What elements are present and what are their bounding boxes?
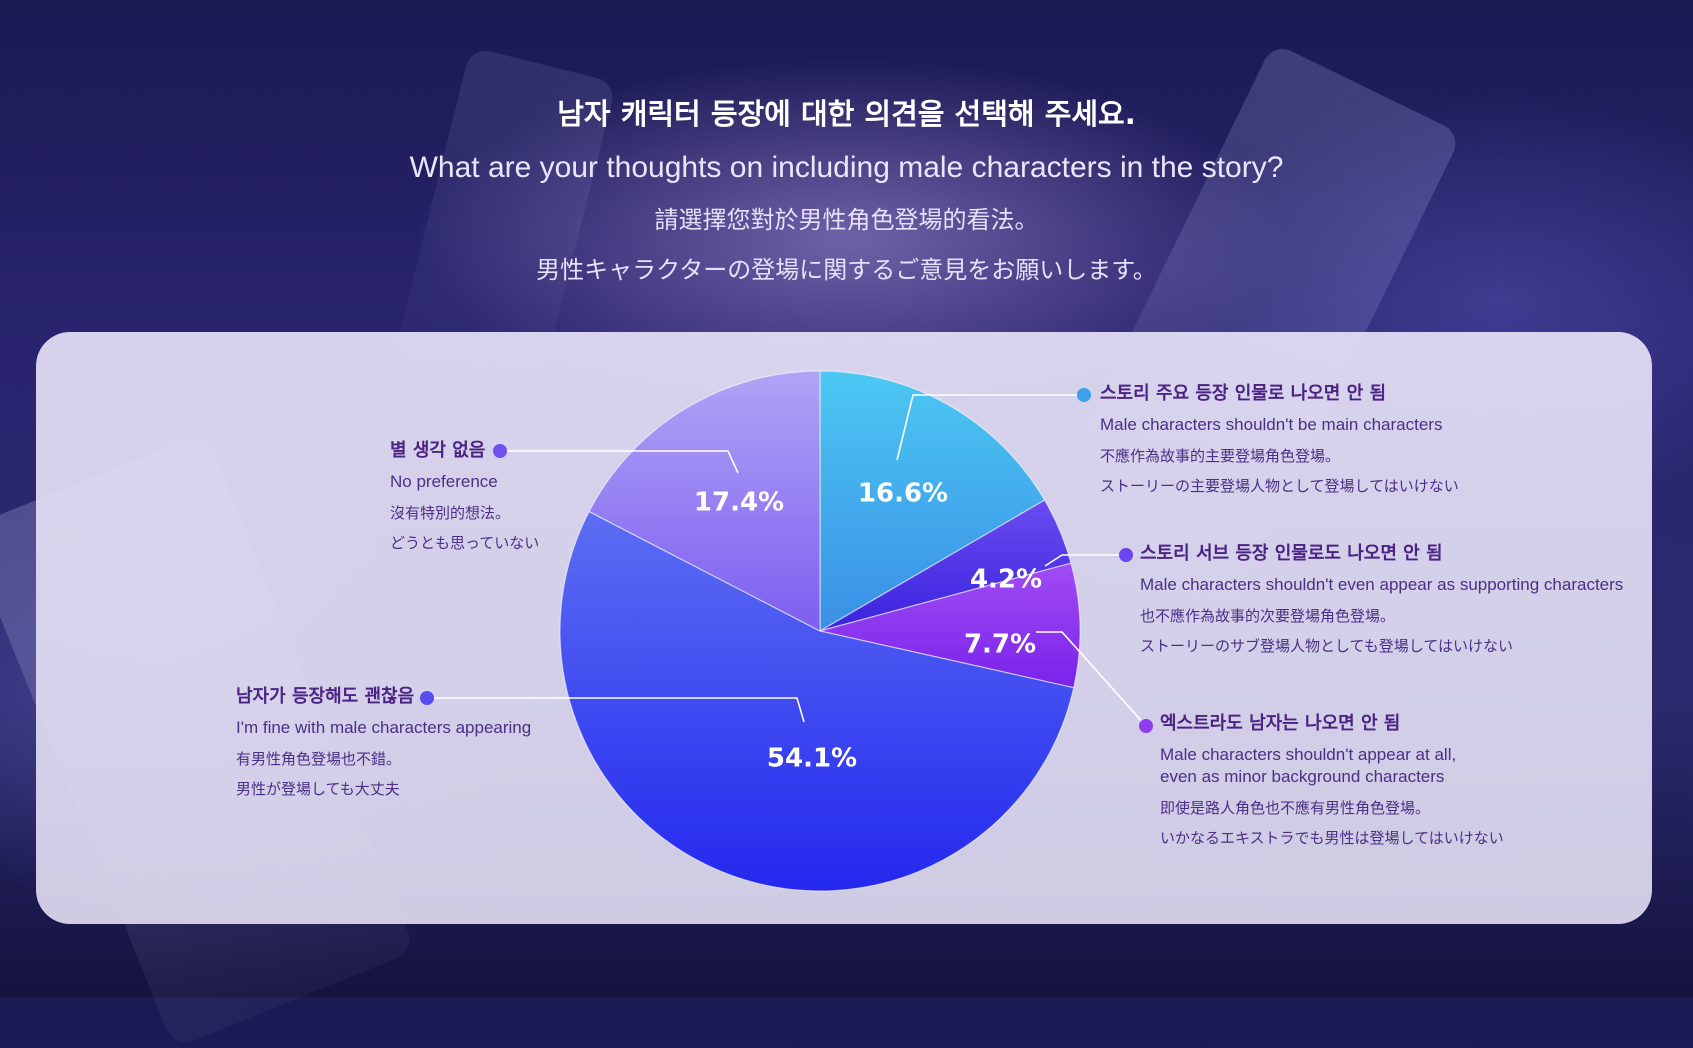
pie-slice: [559, 510, 1075, 892]
slice-label-chinese: 即使是路人角色也不應有男性角色登場。: [1160, 799, 1431, 817]
slice-percent-label: 7.7%: [964, 630, 1036, 660]
question-title-japanese: 男性キャラクターの登場に関するご意見をお願いします。: [536, 256, 1157, 284]
slice-label-japanese: ストーリーのサブ登場人物としても登場してはいけない: [1140, 637, 1514, 655]
slice-percent-label: 54.1%: [767, 744, 857, 774]
slice-percent-label: 17.4%: [694, 488, 784, 518]
slice-percent-label: 16.6%: [858, 479, 948, 509]
leader-line: [500, 450, 739, 474]
slice-label-korean: 별 생각 없음: [390, 440, 486, 461]
slice-label: 스토리 서브 등장 인물로도 나오면 안 됨 Male characters sh…: [1140, 542, 1623, 656]
slice-label-korean: 엑스트라도 남자는 나오면 안 됨: [1160, 713, 1401, 734]
pie-slice: [819, 562, 1081, 689]
question-header: 남자 캐릭터 등장에 대한 의견을 선택해 주세요. What are your…: [0, 88, 1693, 296]
legend-marker: [493, 444, 507, 458]
question-title-chinese: 請選擇您對於男性角色登場的看法。: [654, 206, 1039, 234]
leader-line: [896, 394, 1084, 461]
slice-label-english: Male characters shouldn't even appear as…: [1140, 575, 1624, 594]
slice-label-japanese: どうとも思っていない: [390, 534, 540, 552]
slice-label-korean: 남자가 등장해도 괜찮음: [236, 686, 415, 707]
slice-label-korean: 스토리 주요 등장 인물로 나오면 안 됨: [1100, 383, 1386, 404]
pie-slice: [819, 370, 1046, 633]
question-title-english: What are your thoughts on including male…: [409, 151, 1284, 184]
leader-line: [427, 697, 805, 723]
question-title-korean: 남자 캐릭터 등장에 대한 의견을 선택해 주세요.: [557, 97, 1136, 131]
pie-slice: [588, 370, 821, 632]
legend-marker: [1077, 388, 1091, 402]
slice-label: 엑스트라도 남자는 나오면 안 됨 Male characters shouldn…: [1160, 712, 1504, 848]
slice-label-english: Male characters shouldn't appear at all,: [1160, 745, 1457, 764]
slice-percent-label: 4.2%: [970, 565, 1042, 595]
slice-label-english: I'm fine with male characters appearing: [236, 718, 532, 737]
slice-label-japanese: ストーリーの主要登場人物として登場してはいけない: [1100, 477, 1459, 495]
slice-label: 별 생각 없음 No preference 沒有特別的想法。どうとも思っていない: [390, 439, 539, 553]
leader-line: [1044, 554, 1126, 567]
slice-label-chinese: 沒有特別的想法。: [390, 504, 511, 522]
slice-label-chinese: 有男性角色登場也不錯。: [236, 750, 402, 768]
slice-label-korean: 스토리 서브 등장 인물로도 나오면 안 됨: [1140, 543, 1443, 564]
leader-line: [1036, 631, 1147, 727]
slice-label-english: Male characters shouldn't be main charac…: [1100, 415, 1443, 434]
slice-label-english-line2: even as minor background characters: [1160, 767, 1445, 786]
slice-label-english: No preference: [390, 472, 498, 491]
slice-label: 남자가 등장해도 괜찮음 I'm fine with male character…: [236, 685, 531, 799]
legend-marker: [1139, 719, 1153, 733]
pie-chart: 16.6% 4.2% 7.7% 54.1% 17.4%: [420, 370, 1153, 892]
legend-marker: [420, 691, 434, 705]
slice-label-japanese: いかなるエキストラでも男性は登場してはいけない: [1160, 829, 1504, 847]
slice-label-chinese: 不應作為故事的主要登場角色登場。: [1100, 447, 1341, 465]
slice-label: 스토리 주요 등장 인물로 나오면 안 됨 Male characters sho…: [1100, 382, 1459, 496]
slice-label-chinese: 也不應作為故事的次要登場角色登場。: [1140, 607, 1396, 625]
legend-marker: [1119, 548, 1133, 562]
slice-label-japanese: 男性が登場しても大丈夫: [236, 780, 400, 798]
